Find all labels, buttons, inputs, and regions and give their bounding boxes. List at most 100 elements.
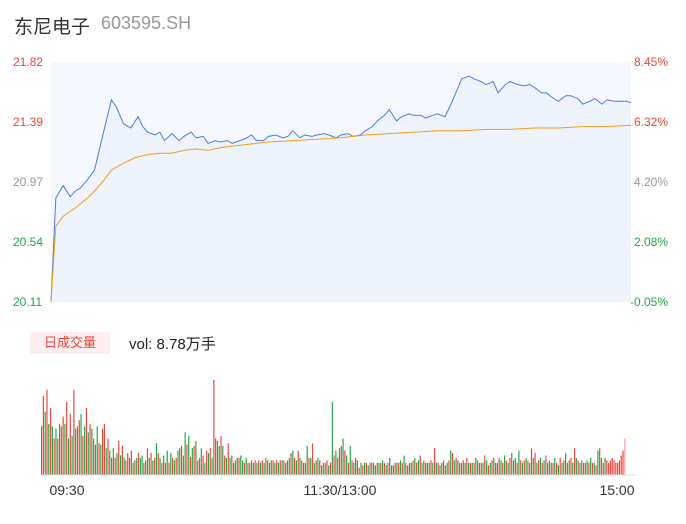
volume-bar [238, 457, 240, 475]
volume-bar [272, 460, 274, 475]
y-right-tick-label: 2.08% [634, 235, 668, 249]
volume-bar [564, 453, 567, 475]
volume-bar [563, 460, 565, 475]
volume-bar [154, 457, 156, 475]
volume-bar [446, 462, 448, 475]
volume-bar [319, 460, 321, 475]
volume-bar [297, 450, 299, 475]
volume-bar [170, 453, 172, 475]
y-left-tick-label: 20.54 [13, 235, 43, 249]
volume-bar [102, 428, 104, 475]
volume-bar [128, 457, 131, 475]
volume-bar [509, 457, 511, 475]
volume-bar [550, 462, 552, 475]
volume-bar [62, 416, 64, 475]
volume-bar [73, 389, 75, 475]
volume-bar [163, 455, 165, 475]
volume-bar [611, 457, 613, 475]
volume-bar [107, 438, 109, 475]
volume-bar [389, 457, 391, 475]
volume-bar [234, 460, 236, 475]
volume-bar [559, 457, 561, 475]
volume-bar [218, 445, 220, 475]
volume-bar [150, 453, 152, 475]
stock-code: 603595.SH [101, 13, 192, 33]
volume-bar [419, 455, 421, 475]
volume-bar [477, 460, 479, 475]
volume-bar [451, 453, 454, 475]
y-left-tick-label: 20.11 [13, 295, 42, 309]
volume-bar [259, 462, 262, 475]
volume-bar [442, 460, 445, 475]
volume-bar [168, 462, 170, 475]
volume-bar [466, 457, 468, 475]
volume-bar [331, 401, 333, 475]
volume-bar [453, 460, 455, 475]
volume-bar [604, 457, 606, 475]
volume-bar [394, 462, 396, 475]
volume-bar [308, 457, 310, 475]
volume-bar [590, 457, 592, 475]
volume-bar [182, 455, 184, 475]
volume-bar [254, 460, 256, 475]
volume-bar [367, 465, 369, 475]
volume-bar [279, 460, 281, 475]
volume-bar [338, 448, 341, 475]
volume-bar [299, 457, 301, 475]
volume-bar [256, 462, 258, 475]
volume-bar [249, 462, 251, 475]
volume-bar [617, 462, 619, 475]
y-right-tick-label: 6.32% [634, 115, 668, 129]
volume-bar [148, 457, 150, 475]
volume-bar [602, 462, 604, 475]
volume-bar [302, 462, 305, 475]
volume-bar [143, 462, 145, 475]
y-right-tick-label: 8.45% [634, 55, 668, 69]
volume-bar [310, 457, 312, 475]
volume-bar [209, 448, 211, 475]
tab-daily-volume[interactable]: 日成交量 [30, 332, 110, 354]
volume-bar [381, 460, 384, 475]
volume-bar [258, 460, 260, 475]
volume-bar [568, 460, 570, 475]
volume-bar [96, 426, 98, 475]
volume-bar [123, 457, 125, 475]
volume-bar [55, 428, 57, 475]
volume-bar [87, 432, 89, 475]
volume-bar [175, 457, 177, 475]
volume-bar [365, 462, 367, 475]
volume-bar [532, 457, 534, 475]
volume-bar [130, 450, 132, 475]
y-left-tick-label: 21.39 [13, 115, 43, 129]
volume-bar [98, 443, 100, 475]
volume-bar [105, 448, 107, 475]
volume-bar [49, 408, 52, 475]
volume-bar [462, 460, 464, 475]
volume-bar [398, 462, 400, 475]
volume-bar [353, 462, 355, 475]
volume-bar [536, 462, 538, 475]
volume-bar [543, 460, 545, 475]
volume-bar [112, 448, 114, 475]
volume-bar [207, 453, 210, 475]
volume-bar [172, 457, 174, 475]
volume-bar [380, 462, 382, 475]
volume-bar [416, 462, 418, 475]
volume-bar [430, 460, 432, 475]
volume-bar [582, 462, 585, 475]
volume-bar [606, 460, 608, 475]
volume-bar [329, 462, 332, 475]
volume-bar [557, 465, 559, 475]
volume-bar [358, 467, 360, 475]
volume-bar [428, 462, 430, 475]
volume-bar [498, 457, 500, 475]
volume-bar [538, 460, 540, 475]
volume-bar [493, 457, 495, 475]
volume-bar [252, 462, 254, 475]
volume-bar [450, 450, 452, 475]
volume-bar [525, 457, 527, 475]
volume-bar [173, 460, 175, 475]
volume-bar [566, 462, 568, 475]
volume-bar [247, 462, 249, 475]
volume-bar [622, 450, 624, 475]
